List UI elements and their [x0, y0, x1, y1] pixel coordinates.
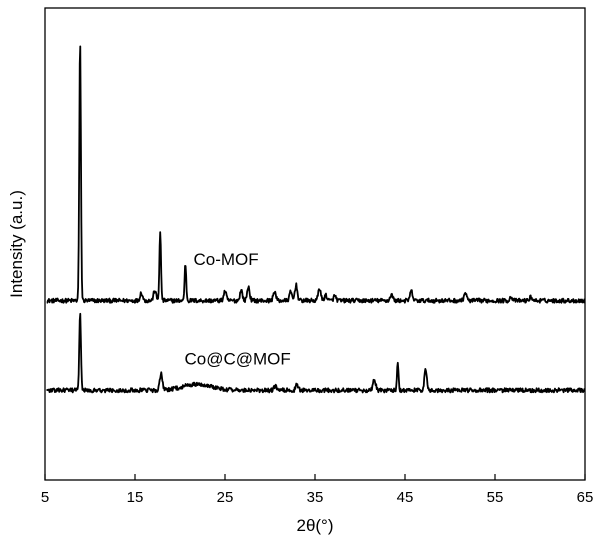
x-tick-label-65: 65 — [577, 489, 594, 506]
x-axis-ticks — [44, 474, 586, 480]
x-tick-label-25: 25 — [217, 489, 234, 506]
x-tick-label-45: 45 — [397, 489, 414, 506]
x-tick-label-15: 15 — [127, 489, 144, 506]
x-tick-label-35: 35 — [307, 489, 324, 506]
y-axis-title: Intensity (a.u.) — [7, 190, 26, 298]
series-line-0 — [46, 45, 586, 304]
x-tick-label-55: 55 — [487, 489, 504, 506]
x-tick-label-5: 5 — [41, 489, 49, 506]
series-lines — [46, 45, 586, 394]
plot-frame — [44, 7, 586, 481]
x-axis-tick-labels: 5 15 25 35 45 55 65 — [41, 489, 594, 506]
series-label-1: Co@C@MOF — [185, 349, 291, 368]
series-line-1 — [46, 312, 586, 394]
series-label-0: Co-MOF — [194, 250, 259, 269]
x-axis-title: 2θ(°) — [296, 516, 333, 535]
series-labels: Co-MOF Co@C@MOF — [185, 250, 291, 368]
